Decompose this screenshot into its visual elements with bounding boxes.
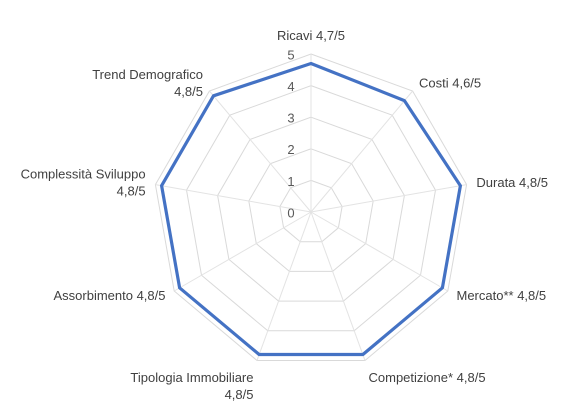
category-label-0: Ricavi 4,7/5: [277, 28, 345, 43]
grid-layer: [154, 53, 468, 361]
grid-ring-2: [248, 148, 374, 272]
grid-ring-1: [279, 179, 343, 243]
spoke-1: [310, 90, 413, 213]
spoke-3: [310, 211, 449, 292]
spoke-8: [209, 90, 312, 213]
spoke-5: [256, 211, 312, 361]
grid-ring-4: [185, 85, 437, 332]
category-label-7: Complessità Sviluppo 4,8/5: [21, 166, 146, 198]
tick-label-4: 4: [287, 79, 294, 94]
grid-ring-5: [154, 53, 468, 361]
series-0-line: [160, 61, 462, 357]
category-label-4: Competizione* 4,8/5: [369, 370, 486, 385]
tick-label-1: 1: [287, 174, 294, 189]
tick-label-0: 0: [287, 205, 294, 220]
category-label-layer: Ricavi 4,7/5 Costi 4,6/5 Durata 4,8/5 Merca…: [21, 28, 548, 402]
category-label-1: Costi 4,6/5: [419, 75, 481, 90]
spoke-6: [173, 211, 312, 292]
spoke-2: [310, 184, 467, 213]
tick-label-3: 3: [287, 111, 294, 126]
tick-label-5: 5: [287, 47, 294, 62]
spoke-4: [310, 211, 366, 361]
tick-label-2: 2: [287, 142, 294, 157]
category-label-3: Mercato** 4,8/5: [457, 288, 547, 303]
category-label-5: Tipologia Immobiliare 4,8/5: [130, 370, 253, 402]
grid-ring-3: [217, 116, 405, 302]
spoke-7: [155, 184, 312, 213]
tick-layer: 0 1 2 3 4 5: [287, 47, 294, 220]
category-label-2: Durata 4,8/5: [476, 175, 548, 190]
series-layer: [160, 61, 462, 357]
category-label-6: Assorbimento 4,8/5: [53, 288, 165, 303]
category-label-8: Trend Demografico 4,8/5: [92, 67, 203, 99]
